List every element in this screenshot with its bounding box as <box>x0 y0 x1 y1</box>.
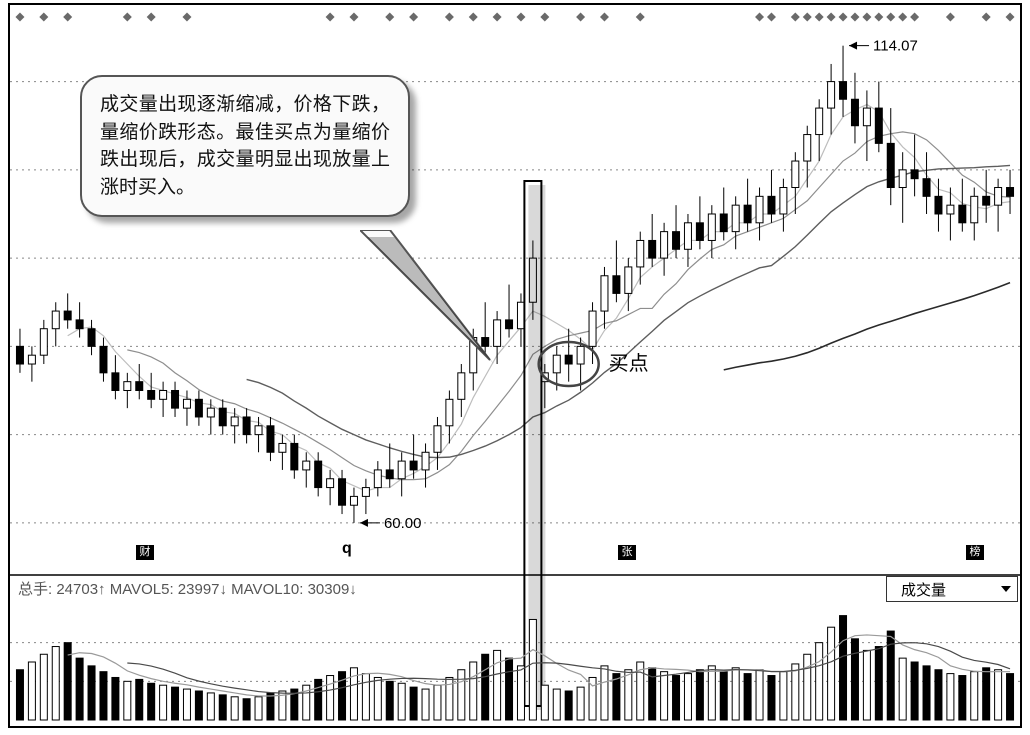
annotation-tail <box>360 230 520 390</box>
price-low-label: 60.00 <box>384 515 422 532</box>
chart-tag: 财 <box>136 545 154 560</box>
buy-point-label: 买点 <box>609 352 649 375</box>
chart-tag: 榜 <box>966 545 984 560</box>
price-high-label: 114.07 <box>873 38 918 55</box>
chart-tag: q <box>342 540 352 557</box>
volume-header-text: 总手: 24703↑ MAVOL5: 23997↓ MAVOL10: 30309… <box>18 581 357 598</box>
chevron-down-icon <box>1001 586 1011 592</box>
volume-indicator-select[interactable]: 成交量 <box>886 576 1018 602</box>
volume-select-label: 成交量 <box>901 579 946 600</box>
chart-tag: 张 <box>618 545 636 560</box>
annotation-text: 成交量出现逐渐缩减，价格下跌，量缩价跌形态。最佳买点为量缩价跌出现后，成交量明显… <box>100 94 390 198</box>
annotation-bubble: 成交量出现逐渐缩减，价格下跌，量缩价跌形态。最佳买点为量缩价跌出现后，成交量明显… <box>80 75 410 217</box>
